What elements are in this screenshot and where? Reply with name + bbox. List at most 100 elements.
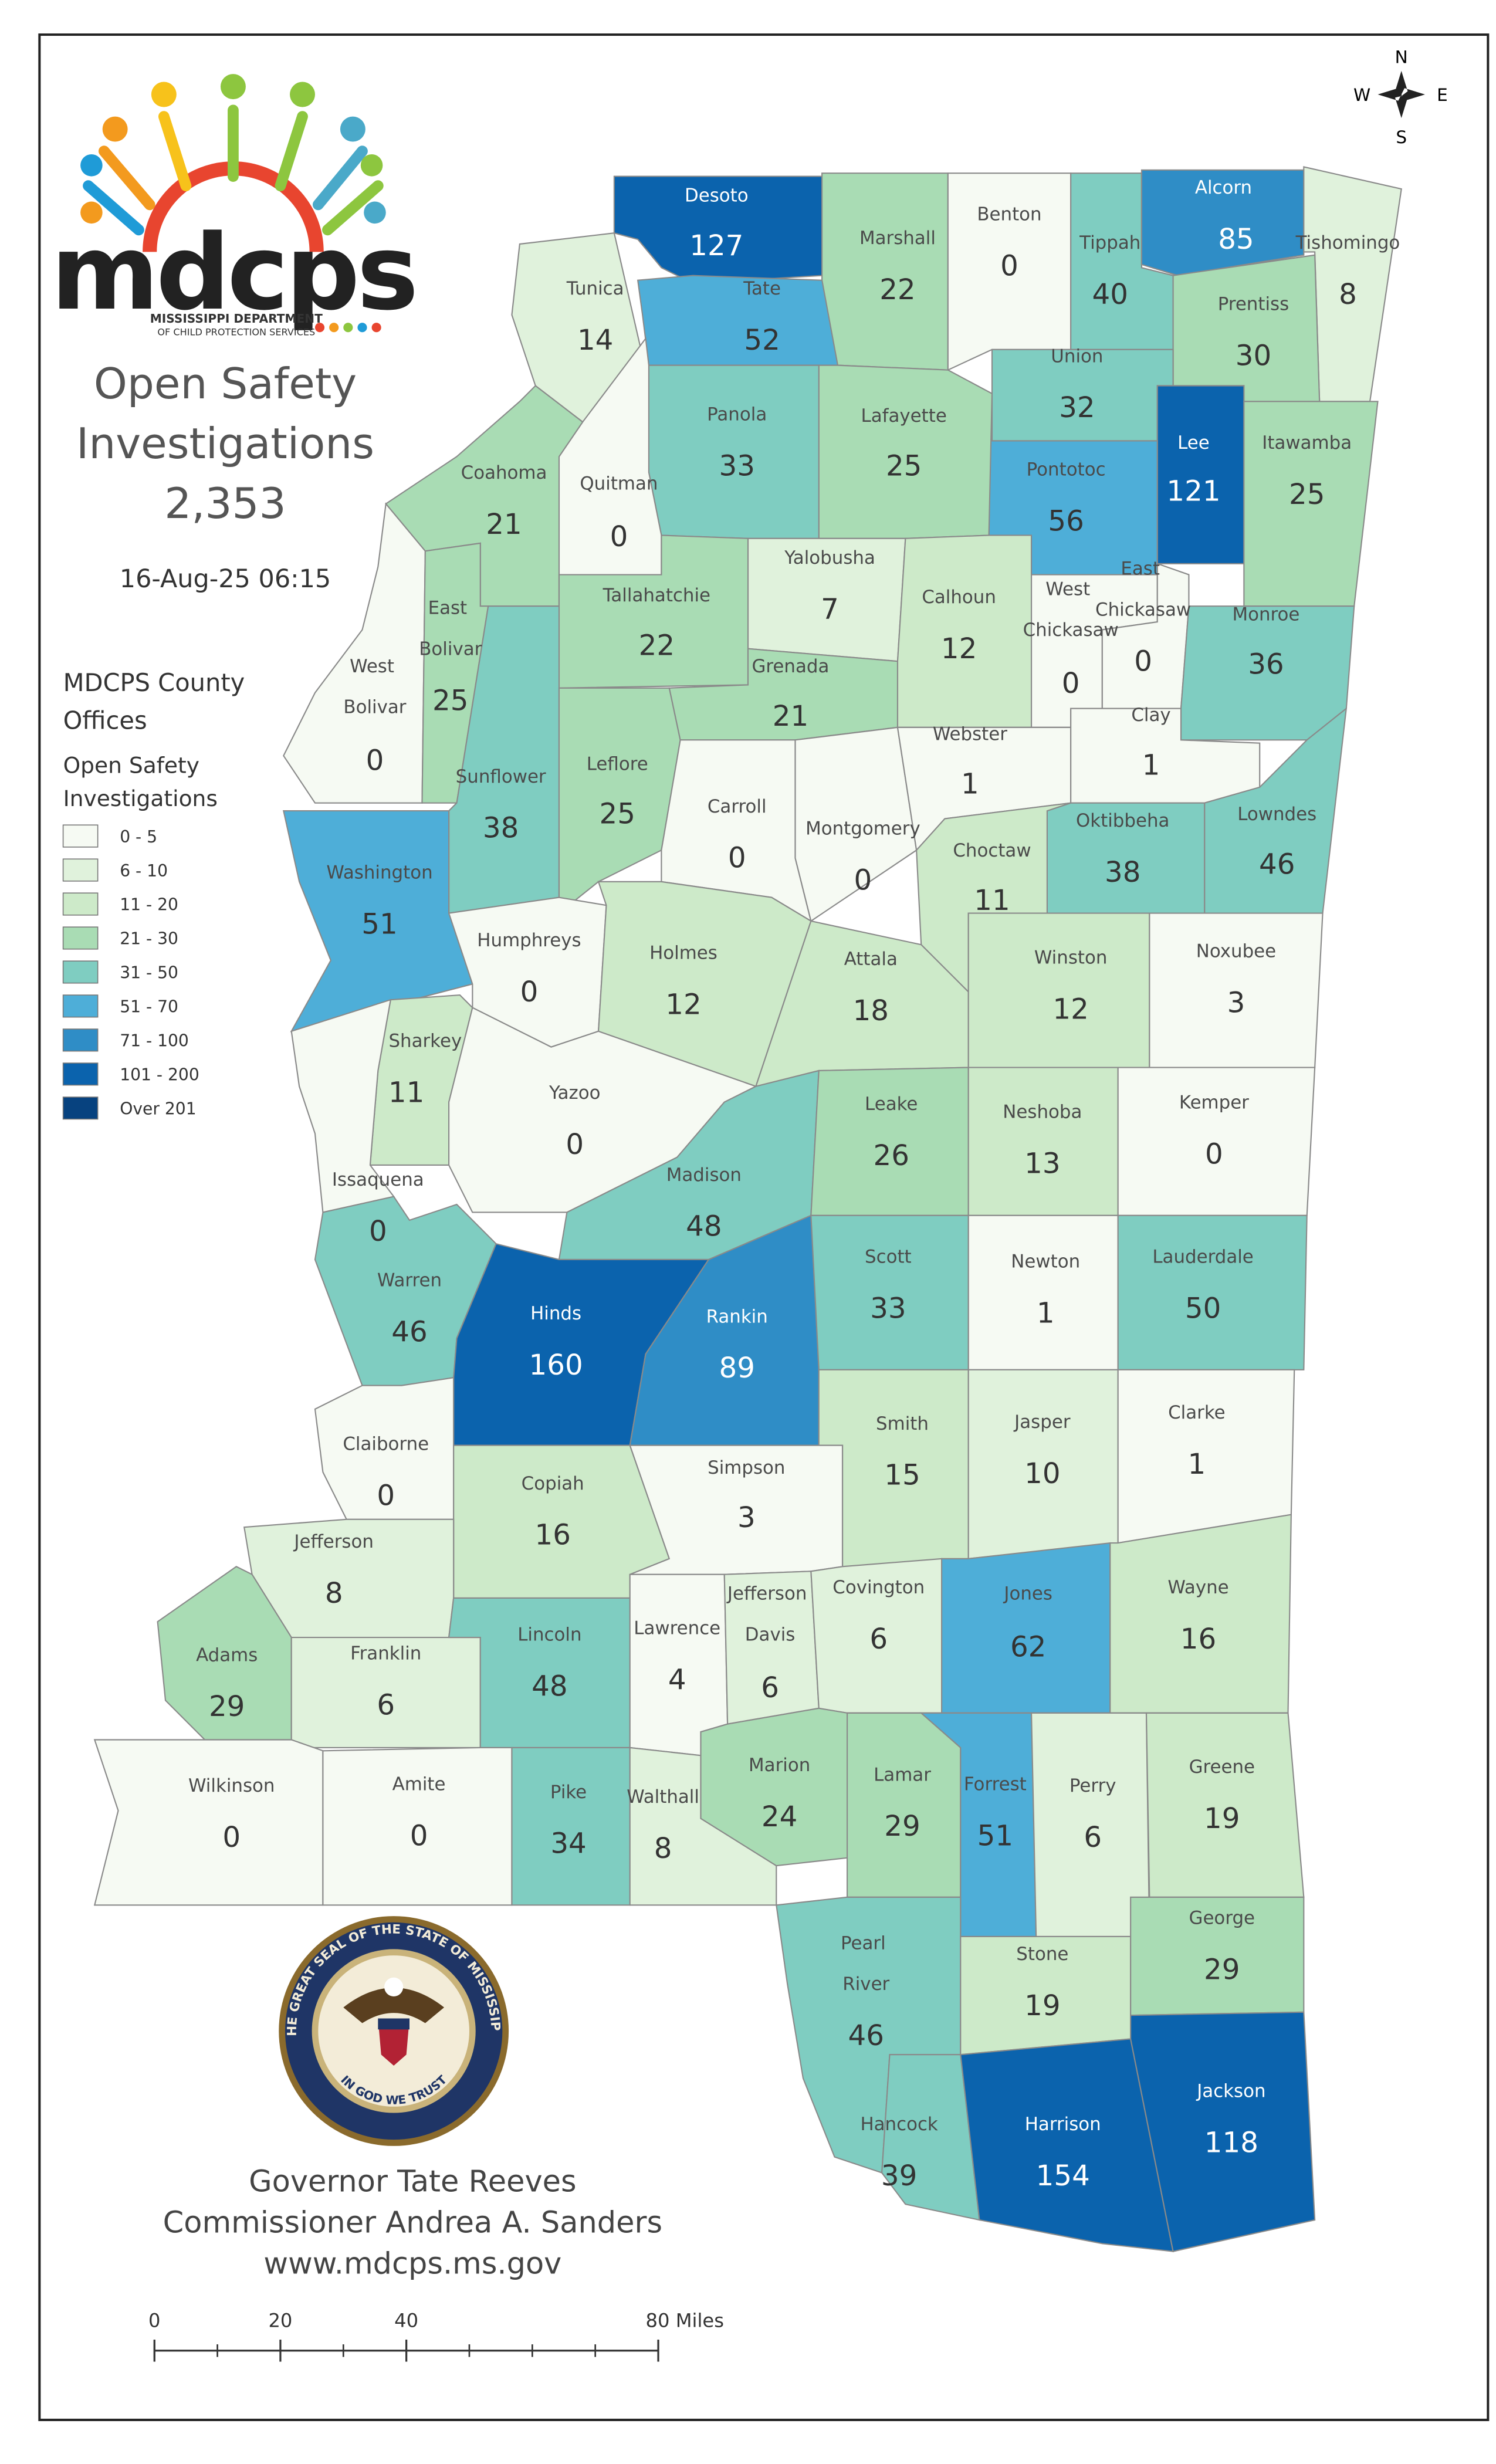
county-value: 0 bbox=[366, 744, 384, 777]
county-value: 10 bbox=[1024, 1457, 1060, 1490]
scale-label: 40 bbox=[394, 2310, 418, 2332]
legend-heading: MDCPS County bbox=[63, 668, 245, 697]
county bbox=[847, 1712, 962, 1898]
county-value: 62 bbox=[1010, 1630, 1046, 1663]
county-name: Rankin bbox=[706, 1306, 768, 1327]
county-name: Hinds bbox=[530, 1303, 581, 1324]
county-name: Claiborne bbox=[343, 1434, 429, 1455]
legend-label: 71 - 100 bbox=[120, 1031, 189, 1051]
county bbox=[821, 172, 949, 371]
county-name: Marshall bbox=[859, 228, 936, 249]
county-name: Panola bbox=[707, 404, 767, 425]
county-value: 8 bbox=[1339, 278, 1357, 311]
county-name: Lincoln bbox=[517, 1624, 581, 1645]
legend-label: 21 - 30 bbox=[120, 929, 178, 949]
county-name: Tippah bbox=[1079, 232, 1140, 253]
legend-label: 0 - 5 bbox=[120, 827, 157, 847]
county-name: Grenada bbox=[752, 656, 830, 677]
county-name: Choctaw bbox=[953, 840, 1031, 861]
county-name: Holmes bbox=[649, 942, 717, 963]
county-value: 0 bbox=[1062, 667, 1080, 700]
county-name: Lauderdale bbox=[1152, 1246, 1253, 1267]
county-value: 11 bbox=[388, 1077, 424, 1109]
county bbox=[1109, 1514, 1292, 1714]
county-name-line: East bbox=[1121, 559, 1165, 580]
county-name: Monroe bbox=[1232, 604, 1299, 625]
county-value: 1 bbox=[1142, 749, 1160, 781]
county-value: 48 bbox=[532, 1670, 567, 1703]
county-value: 4 bbox=[668, 1664, 686, 1697]
county-name: Prentiss bbox=[1218, 294, 1289, 315]
legend-heading: Offices bbox=[63, 706, 147, 735]
county-name: Clay bbox=[1131, 705, 1170, 726]
county-name: Jasper bbox=[1013, 1412, 1071, 1433]
county-name: Yazoo bbox=[549, 1082, 600, 1104]
title: Investigations bbox=[76, 419, 374, 469]
county bbox=[967, 1067, 1119, 1216]
county bbox=[511, 1747, 631, 1906]
county-value: 16 bbox=[1180, 1623, 1216, 1656]
county-name: Jefferson Davis bbox=[726, 1583, 813, 1646]
county-value: 22 bbox=[879, 273, 915, 306]
county-value: 25 bbox=[1289, 478, 1325, 511]
county-value: 30 bbox=[1236, 340, 1271, 373]
compass-e: E bbox=[1437, 85, 1448, 105]
county-value: 46 bbox=[848, 2019, 884, 2052]
county-name: Quitman bbox=[580, 473, 658, 495]
legend-label: 11 - 20 bbox=[120, 895, 178, 915]
county bbox=[1117, 1369, 1295, 1544]
county-name: Alcorn bbox=[1195, 177, 1252, 198]
county-name-line: Bolivar bbox=[419, 638, 482, 659]
logo: mdcps MISSISSIPPI DEPARTMENT OF CHILD PR… bbox=[51, 74, 419, 338]
county-name-line: West bbox=[350, 656, 400, 677]
county-value: 19 bbox=[1024, 1989, 1060, 2022]
county-name: Union bbox=[1051, 346, 1103, 367]
county-name: Lawrence bbox=[634, 1618, 720, 1639]
county bbox=[967, 912, 1150, 1068]
county bbox=[960, 2038, 1174, 2252]
county bbox=[1117, 1214, 1308, 1370]
county-name: Madison bbox=[666, 1165, 742, 1186]
county-name-line: Jefferson bbox=[726, 1583, 813, 1605]
compass-s: S bbox=[1396, 127, 1407, 147]
county-name: Neshoba bbox=[1003, 1101, 1082, 1122]
logo-wordmark: mdcps bbox=[51, 212, 416, 333]
legend-label: 31 - 50 bbox=[120, 963, 178, 983]
county-value: 51 bbox=[977, 1819, 1013, 1852]
county-value: 25 bbox=[600, 798, 635, 831]
county bbox=[967, 1214, 1119, 1370]
county-value: 0 bbox=[1205, 1138, 1223, 1170]
county-name: Wilkinson bbox=[188, 1775, 275, 1796]
county-value: 12 bbox=[1052, 993, 1088, 1025]
legend-subheading: Open Safety bbox=[63, 753, 199, 779]
county-value: 19 bbox=[1204, 1802, 1240, 1835]
county-value: 29 bbox=[1204, 1953, 1240, 1986]
county bbox=[1130, 2011, 1316, 2252]
county-value: 1 bbox=[1037, 1297, 1055, 1329]
county-value: 0 bbox=[520, 976, 539, 1008]
county-name: Tate bbox=[743, 278, 781, 299]
county-value: 6 bbox=[869, 1623, 888, 1656]
county-name: Scott bbox=[865, 1246, 912, 1267]
county-name-line: Chickasaw bbox=[1095, 599, 1191, 620]
county-value: 33 bbox=[719, 449, 754, 482]
county-name: Forrest bbox=[964, 1773, 1027, 1795]
county-value: 56 bbox=[1048, 505, 1084, 537]
county-name: Tunica bbox=[566, 278, 624, 299]
county-value: 7 bbox=[821, 593, 839, 626]
county-value: 160 bbox=[529, 1349, 583, 1382]
county-name: Smith bbox=[876, 1413, 929, 1434]
legend-swatch bbox=[62, 892, 99, 916]
county-value: 25 bbox=[432, 684, 468, 717]
county-name-line: Pearl bbox=[841, 1932, 891, 1954]
county-name: Franklin bbox=[350, 1643, 421, 1664]
county-value: 33 bbox=[870, 1292, 906, 1325]
county-value: 1 bbox=[1187, 1448, 1206, 1481]
legend-label: 6 - 10 bbox=[120, 861, 168, 881]
county-layer: Tunica14Desoto127Tate52Marshall22Benton0… bbox=[93, 166, 1402, 2252]
county-name: Desoto bbox=[685, 185, 749, 207]
county-name: Perry bbox=[1069, 1775, 1116, 1796]
county-value: 0 bbox=[377, 1480, 395, 1512]
county-value: 12 bbox=[941, 632, 977, 665]
county-name: Marion bbox=[749, 1755, 810, 1776]
